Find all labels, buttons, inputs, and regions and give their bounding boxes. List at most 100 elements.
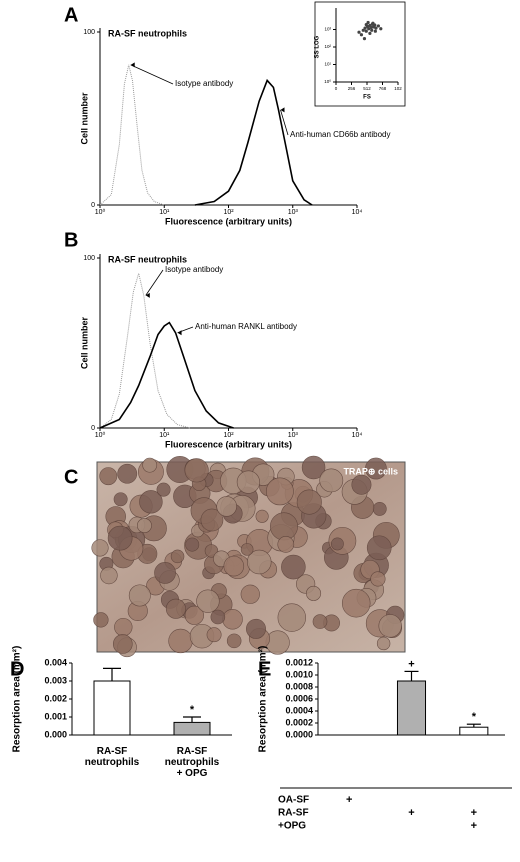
cell [223,555,245,577]
x-tick-label: 10² [223,432,234,439]
point [369,25,373,30]
y-tick-label: 0.0010 [285,669,313,679]
x-tick-label: RA-SF neutrophils + OPG [165,746,220,779]
cell [136,518,152,534]
x-tick-label: 10⁴ [352,432,363,439]
inset-frame [314,1,406,107]
cell [112,634,133,654]
x-tick-label: 512 [363,86,371,91]
chart-title: RA-SF neutrophils [108,28,187,38]
cell [240,584,260,604]
bar [459,726,489,736]
condition-mark: + [471,807,477,819]
panel-label: C [64,466,78,488]
cell [107,525,133,551]
annotation-arrow [145,269,164,296]
cell [206,627,222,643]
point [361,28,365,32]
cell [117,463,138,484]
image-label: TRAP⊕ cells [343,466,398,476]
cell [265,630,290,655]
x-axis-label: Fluorescence (arbitrary units) [165,216,292,226]
point [364,29,368,33]
cell [142,457,158,473]
cell [269,512,298,541]
cell [306,585,322,601]
point [368,31,372,35]
annotation-arrow [130,64,174,85]
arrow-head [130,62,135,68]
cell [128,584,151,607]
point [379,27,383,31]
cell [184,458,209,483]
point [376,24,380,28]
cell [165,598,186,619]
point [371,21,375,25]
y-tick-label: 10³ [324,27,331,32]
point [370,28,374,32]
point [364,23,368,27]
cell [330,537,344,551]
y-axis-label: Resorption area (mm²) [12,646,23,753]
cell [370,571,386,587]
point [367,27,371,31]
arrow-head [145,292,150,298]
cell [210,609,226,625]
condition-mark: + [408,807,414,819]
cell [156,482,171,497]
cell [240,543,254,556]
y-tick-label: 0.0004 [285,705,313,715]
cell [246,618,266,639]
point [373,29,377,33]
x-tick-label: RA-SF neutrophils [85,746,140,768]
cell [351,474,372,495]
y-tick-label: 100 [83,29,95,36]
x-axis-label: Fluorescence (arbitrary units) [165,439,292,449]
cell [296,489,322,515]
y-tick-label: 0.002 [44,693,67,703]
x-tick-label: 10¹ [159,209,170,216]
cell [319,468,344,493]
y-axis-label: Cell number [79,92,89,145]
y-tick-label: 10⁰ [324,79,331,84]
cell [277,603,307,632]
bar [396,680,427,736]
condition-label: RA-SF [278,808,309,819]
cell-layer [91,455,405,658]
y-tick-label: 10¹ [324,62,331,67]
cell [200,508,224,532]
cell [196,589,220,613]
series-annotation: Anti-human RANKL antibody [195,322,297,331]
cell [372,501,387,516]
series-line [194,78,313,206]
cell [265,477,294,506]
y-axis-label: Cell number [79,317,89,370]
y-tick-label: 0.004 [44,657,67,667]
cell [366,535,392,561]
series-annotation: Anti-human CD66b antibody [290,130,391,139]
cell [281,554,306,580]
y-axis-label: Resorption area (mm²) [258,646,269,753]
x-axis-label: FS [363,95,371,101]
cell [378,614,402,638]
y-tick-label: 100 [83,255,95,262]
cell [113,492,128,507]
x-tick-label: 10⁰ [95,208,106,216]
y-tick-label: 0.001 [44,711,67,721]
series-annotation: Isotype antibody [165,265,223,274]
cell [216,496,237,517]
cell [312,614,328,629]
condition-label: +OPG [278,821,306,832]
arrow-head [177,330,182,336]
y-tick-label: 0.0000 [285,729,313,739]
y-tick-label: 0.000 [44,729,67,739]
y-tick-label: 0.0006 [285,693,313,703]
condition-label: OA-SF [278,795,309,806]
annotation-arrow [280,109,289,136]
cell [185,537,200,552]
bar-annotation: + [408,658,414,670]
point [374,26,378,30]
x-tick-label: 0 [335,86,338,91]
point [362,37,367,41]
cell [222,609,243,630]
